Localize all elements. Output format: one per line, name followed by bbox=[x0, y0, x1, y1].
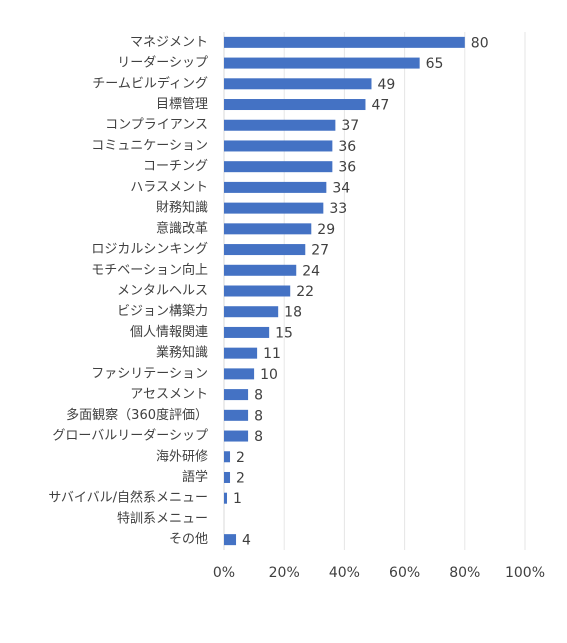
bar bbox=[224, 326, 270, 338]
bar bbox=[224, 451, 231, 463]
x-tick-label: 80% bbox=[449, 565, 480, 581]
value-label: 8 bbox=[254, 388, 263, 404]
value-label: 18 bbox=[284, 305, 302, 321]
y-tick-label: アセスメント bbox=[130, 387, 208, 402]
value-label: 8 bbox=[254, 429, 263, 445]
y-tick-label: コミュニケーション bbox=[91, 138, 208, 153]
x-tick-label: 0% bbox=[213, 565, 235, 581]
bar bbox=[224, 492, 228, 504]
value-label: 33 bbox=[329, 201, 347, 217]
bar bbox=[224, 368, 255, 380]
y-tick-label: 海外研修 bbox=[156, 449, 208, 464]
value-label: 22 bbox=[296, 284, 314, 300]
value-label: 4 bbox=[242, 533, 251, 549]
bar bbox=[224, 119, 336, 131]
bar bbox=[224, 471, 231, 483]
value-label: 27 bbox=[311, 243, 329, 259]
bar bbox=[224, 161, 333, 173]
bar bbox=[224, 57, 420, 69]
value-label: 8 bbox=[254, 408, 263, 424]
value-label: 36 bbox=[338, 160, 356, 176]
bar bbox=[224, 244, 306, 256]
value-label: 24 bbox=[302, 263, 320, 279]
y-tick-label: ハラスメント bbox=[130, 180, 208, 195]
bar bbox=[224, 306, 279, 318]
value-label: 34 bbox=[332, 180, 350, 196]
value-label: 65 bbox=[426, 56, 444, 72]
x-tick-label: 100% bbox=[505, 565, 545, 581]
y-tick-label: サバイバル/自然系メニュー bbox=[48, 490, 208, 506]
y-tick-label: ロジカルシンキング bbox=[91, 242, 208, 257]
y-tick-label: リーダーシップ bbox=[117, 56, 208, 71]
bar bbox=[224, 264, 297, 276]
y-tick-label: 業務知識 bbox=[156, 345, 208, 361]
bar bbox=[224, 534, 237, 546]
value-label: 2 bbox=[236, 450, 245, 466]
y-tick-label: 目標管理 bbox=[156, 97, 208, 112]
y-tick-label: ビジョン構築力 bbox=[117, 304, 208, 319]
y-tick-label: グローバルリーダーシップ bbox=[52, 429, 208, 444]
x-tick-label: 60% bbox=[389, 565, 420, 581]
bar bbox=[224, 36, 465, 48]
value-label: 37 bbox=[341, 118, 359, 134]
y-tick-label: 特訓系メニュー bbox=[117, 510, 208, 526]
value-label: 10 bbox=[260, 367, 278, 383]
bar bbox=[224, 347, 258, 359]
bar bbox=[224, 285, 291, 297]
x-tick-label: 20% bbox=[269, 565, 300, 581]
y-tick-label: モチベーション向上 bbox=[91, 262, 208, 278]
value-label: 11 bbox=[263, 346, 281, 362]
value-label: 36 bbox=[338, 139, 356, 155]
value-label: 1 bbox=[233, 491, 242, 507]
y-tick-label: マネジメント bbox=[130, 35, 208, 50]
value-label: 29 bbox=[317, 222, 335, 238]
bar bbox=[224, 78, 372, 90]
bar bbox=[224, 409, 249, 421]
value-label: 80 bbox=[471, 35, 489, 51]
y-tick-label: 意識改革 bbox=[156, 220, 208, 236]
x-tick-label: 40% bbox=[329, 565, 360, 581]
y-tick-label: 多面観察（360度評価） bbox=[66, 407, 208, 423]
y-tick-label: その他 bbox=[169, 532, 208, 547]
value-label: 2 bbox=[236, 470, 245, 486]
y-tick-label: チームビルディング bbox=[92, 75, 208, 91]
value-label: 15 bbox=[275, 325, 293, 341]
y-tick-label: 語学 bbox=[182, 469, 208, 485]
y-tick-label: 財務知識 bbox=[156, 200, 208, 216]
bar bbox=[224, 202, 324, 214]
bar bbox=[224, 430, 249, 442]
value-label: 47 bbox=[371, 98, 389, 114]
bar bbox=[224, 140, 333, 152]
y-tick-label: コンプライアンス bbox=[105, 118, 208, 133]
value-label: 49 bbox=[377, 77, 395, 93]
y-tick-label: メンタルヘルス bbox=[117, 284, 208, 299]
y-tick-label: ファシリテーション bbox=[91, 366, 208, 381]
bar bbox=[224, 181, 327, 193]
bar bbox=[224, 99, 366, 111]
y-tick-label: コーチング bbox=[143, 159, 208, 174]
bar bbox=[224, 223, 312, 235]
y-tick-label: 個人情報関連 bbox=[130, 325, 208, 340]
bar bbox=[224, 389, 249, 401]
